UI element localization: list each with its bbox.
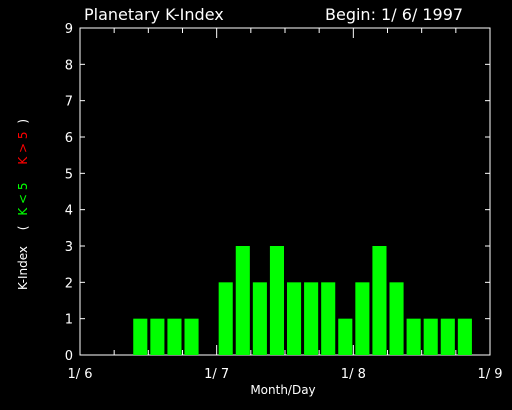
bar bbox=[252, 282, 267, 355]
y-axis-label-close: ) bbox=[16, 119, 30, 124]
bar bbox=[440, 318, 455, 355]
bar bbox=[406, 318, 421, 355]
x-tick-label: 1/ 6 bbox=[67, 367, 92, 382]
y-axis: 0 1 2 3 4 5 6 7 8 9 bbox=[65, 22, 490, 364]
bar bbox=[133, 318, 148, 355]
plot-frame bbox=[79, 27, 491, 356]
bar bbox=[269, 246, 284, 355]
bar bbox=[287, 282, 302, 355]
y-tick-label: 7 bbox=[65, 95, 73, 110]
y-tick-label: 5 bbox=[65, 167, 73, 182]
bar bbox=[167, 318, 182, 355]
y-tick-label: 3 bbox=[65, 240, 73, 255]
x-tick-label: 1/ 8 bbox=[341, 367, 366, 382]
bar bbox=[355, 282, 370, 355]
y-tick-label: 8 bbox=[65, 58, 73, 73]
bar bbox=[218, 282, 233, 355]
bar bbox=[321, 282, 336, 355]
bar bbox=[304, 282, 319, 355]
y-tick-label: 9 bbox=[65, 22, 73, 37]
bar bbox=[338, 318, 353, 355]
y-axis-label: K-Index ( K < 5 K > 5 ) bbox=[16, 119, 30, 290]
plot-border bbox=[79, 27, 491, 356]
bars-group bbox=[133, 246, 472, 355]
begin-date-label: Begin: 1/ 6/ 1997 bbox=[325, 5, 463, 24]
svg-text:K-Index ( K < 5: K-Index ( K < 5 K > 5 ) bbox=[16, 119, 30, 290]
bar bbox=[389, 282, 404, 355]
y-tick-label: 2 bbox=[65, 276, 73, 291]
y-axis-label-red: K > 5 bbox=[16, 131, 30, 164]
bar bbox=[372, 246, 387, 355]
bar bbox=[457, 318, 472, 355]
x-axis-label: Month/Day bbox=[250, 383, 315, 397]
y-tick-label: 6 bbox=[65, 131, 73, 146]
y-axis-label-prefix: K-Index bbox=[16, 246, 30, 290]
y-tick-label: 0 bbox=[65, 349, 73, 364]
y-tick-label: 1 bbox=[65, 313, 73, 328]
x-tick-label: 1/ 7 bbox=[204, 367, 229, 382]
bar bbox=[184, 318, 199, 355]
chart-title: Planetary K-Index bbox=[84, 5, 224, 24]
x-tick-label: 1/ 9 bbox=[477, 367, 502, 382]
y-axis-label-open: ( bbox=[16, 226, 30, 231]
bar bbox=[235, 246, 250, 355]
bar bbox=[423, 318, 438, 355]
y-tick-label: 4 bbox=[65, 204, 73, 219]
x-axis: 1/ 6 1/ 7 1/ 8 1/ 9 bbox=[67, 28, 503, 382]
bar bbox=[150, 318, 165, 355]
y-axis-label-green: K < 5 bbox=[16, 182, 30, 215]
